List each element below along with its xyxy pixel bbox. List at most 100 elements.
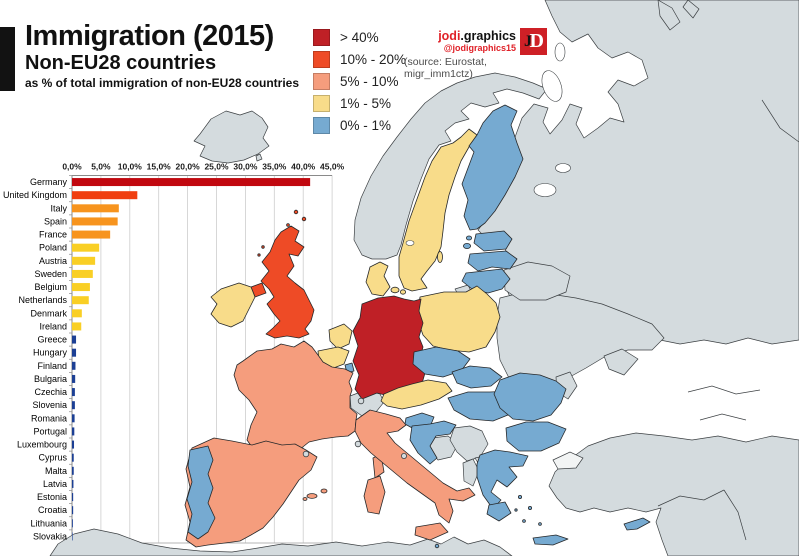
country-united-kingdom <box>260 225 315 339</box>
border-russia-east <box>761 99 799 143</box>
bar-hungary <box>72 348 77 357</box>
page-tagline: as % of total immigration of non-EU28 co… <box>25 76 300 90</box>
bar-italy <box>72 204 119 213</box>
bar-luxembourg <box>72 440 75 449</box>
bar-finland <box>72 361 76 370</box>
island-sardinia <box>363 475 386 515</box>
country-ireland <box>210 282 256 328</box>
bar-label-portugal: Portugal <box>33 426 67 436</box>
bar-austria <box>72 256 96 265</box>
bar-latvia <box>72 479 74 488</box>
greek-island-dot <box>514 508 518 512</box>
bar-label-italy: Italy <box>50 203 67 213</box>
bar-estonia <box>72 493 74 502</box>
bar-label-hungary: Hungary <box>33 348 68 358</box>
bar-label-czechia: Czechia <box>34 387 67 397</box>
page-title: Immigration (2015) <box>25 20 274 52</box>
bar-label-austria: Austria <box>39 256 67 266</box>
country-finland <box>461 104 524 231</box>
bar-label-slovakia: Slovakia <box>33 531 67 541</box>
bar-label-denmark: Denmark <box>30 308 67 318</box>
country-sweden <box>398 128 478 292</box>
bar-label-united-kingdom: United Kingdom <box>3 190 67 200</box>
country-italy <box>354 409 476 524</box>
legend-label: 0% - 1% <box>340 117 392 133</box>
country-greece <box>476 449 529 510</box>
legend-swatch-b0_1 <box>313 116 330 134</box>
brand-name-rest: .graphics <box>460 29 516 43</box>
bar-czechia <box>72 388 75 397</box>
lake-ladoga <box>533 183 557 197</box>
x-tick-label: 10,0% <box>118 162 143 172</box>
arctic-island-1 <box>657 0 681 31</box>
bar-label-croatia: Croatia <box>38 505 67 515</box>
country-germany <box>352 295 426 400</box>
bar-portugal <box>72 427 75 436</box>
bar-label-france: France <box>39 230 67 240</box>
bar-malta <box>72 466 74 475</box>
bar-denmark <box>72 309 82 318</box>
island-sicily <box>414 522 449 541</box>
brand-name-red: jodi <box>438 29 461 43</box>
x-tick-label: 25,0% <box>204 162 229 172</box>
legend-swatch-b10_20 <box>313 50 330 68</box>
country-turkey-middle-east <box>548 432 799 556</box>
island-gotland <box>437 251 443 263</box>
orkney-dot <box>286 223 290 227</box>
bar-row-labels: Germany United Kingdom Italy Spain France Pol… <box>3 177 68 541</box>
logo-j-glyph: J <box>524 33 532 50</box>
legend-item: > 40% <box>313 26 406 48</box>
country-portugal <box>186 445 216 540</box>
bar-germany <box>72 178 311 187</box>
bar-sweden <box>72 269 93 278</box>
bar-croatia <box>72 506 74 515</box>
legend-item: 10% - 20% <box>313 48 406 70</box>
country-denmark <box>365 261 391 297</box>
country-croatia <box>409 420 457 465</box>
bar-slovenia <box>72 401 75 410</box>
author-handle: @jodigraphics15 <box>443 43 516 53</box>
bar-cyprus <box>72 453 74 462</box>
lake-vanern <box>405 240 415 246</box>
bar-greece <box>72 335 77 344</box>
island-mallorca <box>306 493 318 499</box>
bar-label-spain: Spain <box>44 216 67 226</box>
country-estonia <box>473 230 513 252</box>
x-tick-label: 40,0% <box>291 162 316 172</box>
region-crimea <box>603 348 639 376</box>
shetland-dot <box>301 216 307 222</box>
bar-label-netherlands: Netherlands <box>18 295 67 305</box>
x-tick-label: 5,0% <box>91 162 111 172</box>
author-logo: J D <box>520 28 547 55</box>
bar-lithuania <box>72 519 73 528</box>
bar-united-kingdom <box>72 191 138 200</box>
bar-label-poland: Poland <box>39 243 67 253</box>
x-tick-label: 0,0% <box>62 162 82 172</box>
bar-label-luxembourg: Luxembourg <box>17 440 67 450</box>
bar-label-bulgaria: Bulgaria <box>34 374 67 384</box>
bar-romania <box>72 414 75 423</box>
microstate-andorra <box>302 450 310 458</box>
bar-label-slovenia: Slovenia <box>32 400 67 410</box>
legend-item: 1% - 5% <box>313 92 406 114</box>
legend-label: 5% - 10% <box>340 73 399 89</box>
legend-swatch-b1_5 <box>313 94 330 112</box>
bar-label-malta: Malta <box>45 466 67 476</box>
legend-swatch-gt40 <box>313 28 330 46</box>
title-accent-bar <box>0 27 15 91</box>
x-axis-tick-labels: 0,0% 5,0% 10,0% 15,0% 20,0% 25,0% 30,0% 35,0% 40… <box>62 162 344 172</box>
arctic-island-2 <box>682 0 700 19</box>
bar-poland <box>72 243 100 252</box>
country-netherlands <box>328 323 353 350</box>
shetland-dot <box>293 209 299 215</box>
hebrides-dot <box>261 245 265 249</box>
border-turkey-syria-iraq <box>657 489 725 507</box>
greek-island-dot <box>522 519 526 523</box>
country-lithuania <box>461 268 511 294</box>
country-latvia <box>467 250 518 272</box>
bar-label-finland: Finland <box>37 361 67 371</box>
bar-label-belgium: Belgium <box>34 282 67 292</box>
country-slovakia <box>451 365 503 389</box>
